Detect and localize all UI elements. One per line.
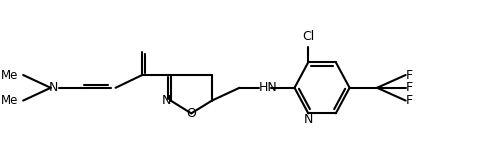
Text: F: F [406, 94, 412, 107]
Text: F: F [406, 69, 412, 81]
Text: O: O [186, 107, 196, 120]
Text: N: N [162, 94, 170, 107]
Text: Me: Me [1, 94, 18, 107]
Text: N: N [49, 81, 58, 94]
Text: F: F [406, 81, 412, 94]
Text: Me: Me [1, 69, 18, 81]
Text: HN: HN [259, 81, 278, 94]
Text: N: N [304, 113, 313, 126]
Text: Cl: Cl [302, 30, 314, 43]
